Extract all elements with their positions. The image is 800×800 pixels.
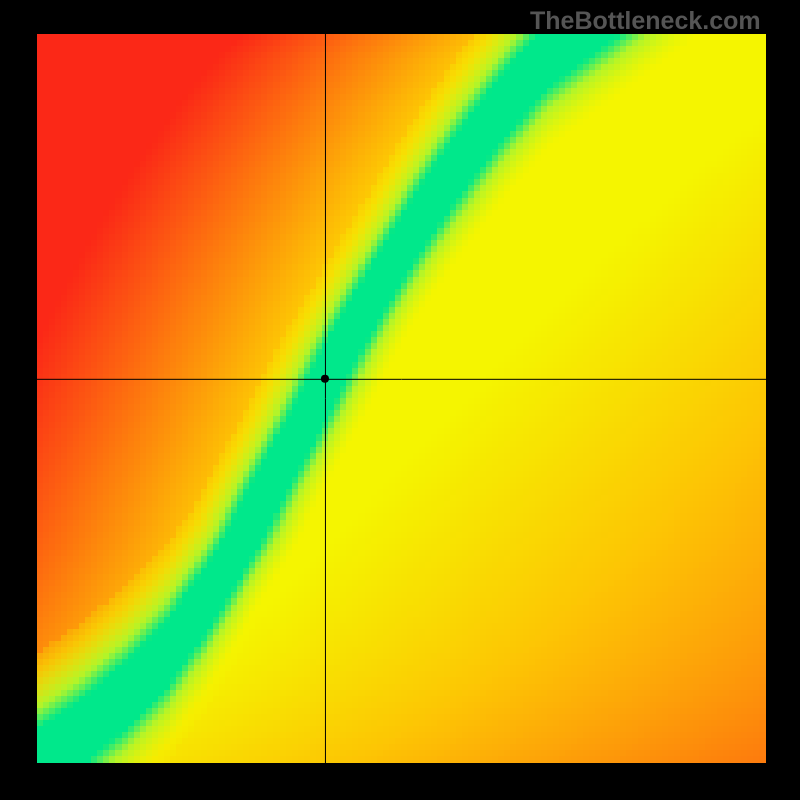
watermark-text: TheBottleneck.com	[530, 7, 761, 36]
bottleneck-heatmap	[37, 34, 766, 763]
chart-container: TheBottleneck.com	[0, 0, 800, 800]
